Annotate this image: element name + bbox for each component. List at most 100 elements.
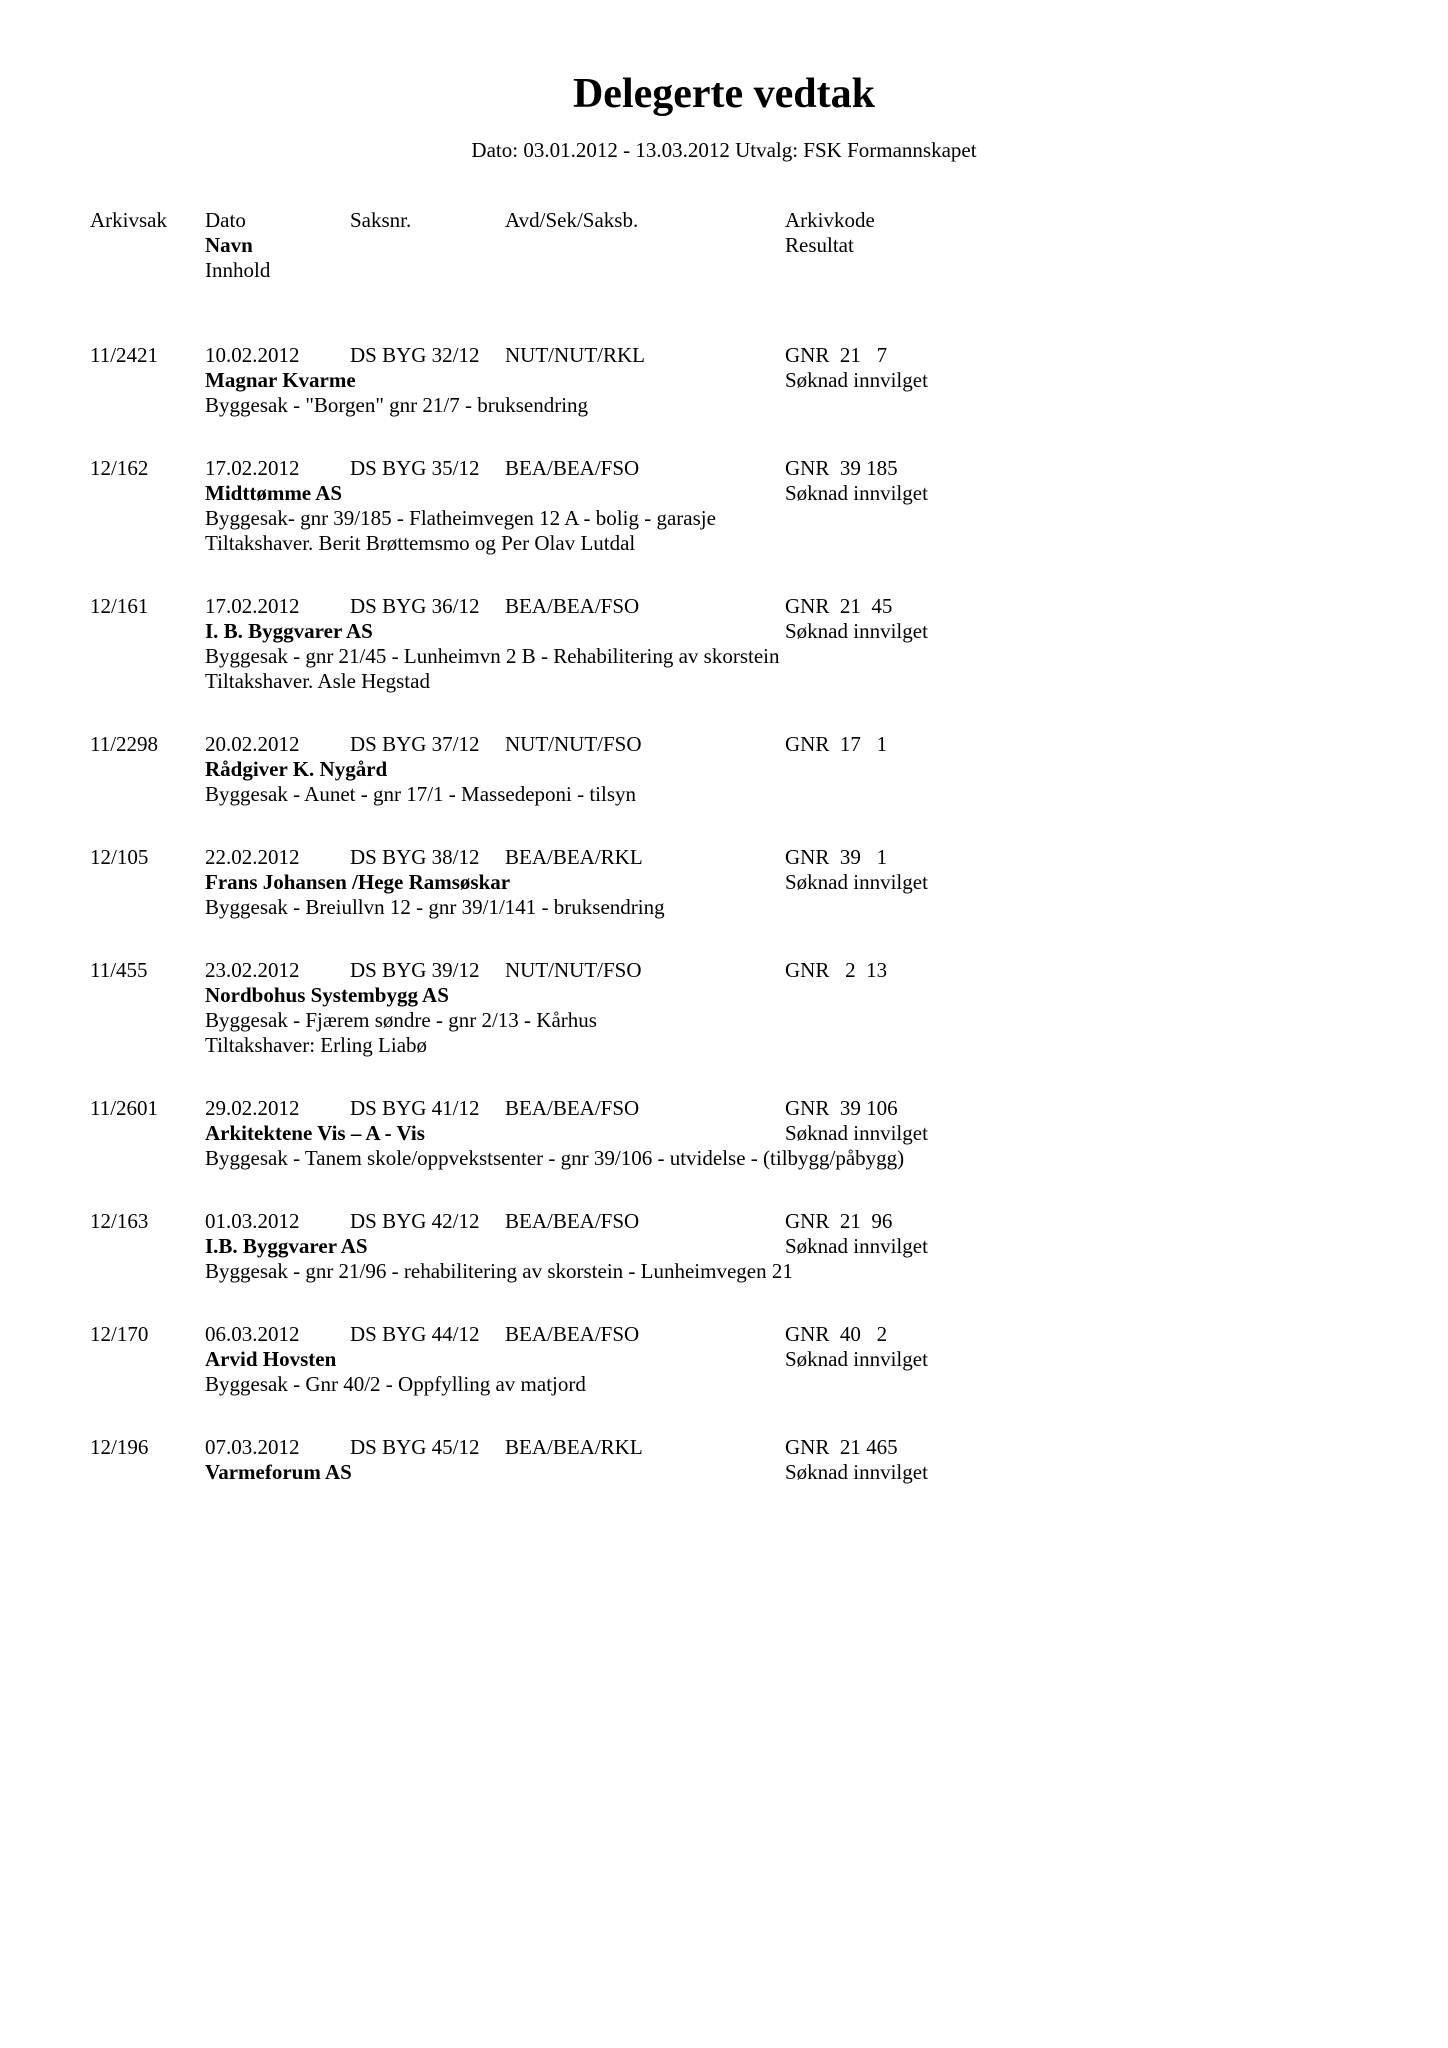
record-dato: 23.02.2012 bbox=[205, 958, 350, 983]
record-saksnr: DS BYG 37/12 bbox=[350, 732, 505, 757]
page-subtitle: Dato: 03.01.2012 - 13.03.2012 Utvalg: FS… bbox=[90, 138, 1358, 163]
record-content-line: Byggesak - Gnr 40/2 - Oppfylling av matj… bbox=[90, 1372, 1358, 1397]
record-resultat: Søknad innvilget bbox=[785, 1234, 1358, 1259]
record-content-line: Byggesak - "Borgen" gnr 21/7 - bruksendr… bbox=[90, 393, 1358, 418]
header-resultat: Resultat bbox=[785, 233, 1358, 258]
header-dato: Dato bbox=[205, 208, 350, 233]
record-resultat: Søknad innvilget bbox=[785, 481, 1358, 506]
record-avd: NUT/NUT/FSO bbox=[505, 958, 785, 983]
record-content-line: Byggesak- gnr 39/185 - Flatheimvegen 12 … bbox=[90, 506, 1358, 531]
record-saksnr: DS BYG 36/12 bbox=[350, 594, 505, 619]
record-saksnr: DS BYG 42/12 bbox=[350, 1209, 505, 1234]
record-navn: I.B. Byggvarer AS bbox=[205, 1234, 785, 1259]
record-content-line: Tiltakshaver. Asle Hegstad bbox=[90, 669, 1358, 694]
record-arkivkode: GNR 21 465 bbox=[785, 1435, 1358, 1460]
header-innhold: Innhold bbox=[205, 258, 270, 283]
record-saksnr: DS BYG 41/12 bbox=[350, 1096, 505, 1121]
record-dato: 01.03.2012 bbox=[205, 1209, 350, 1234]
record-saksnr: DS BYG 35/12 bbox=[350, 456, 505, 481]
record-avd: NUT/NUT/FSO bbox=[505, 732, 785, 757]
record-avd: BEA/BEA/RKL bbox=[505, 1435, 785, 1460]
record-dato: 17.02.2012 bbox=[205, 456, 350, 481]
record-avd: BEA/BEA/RKL bbox=[505, 845, 785, 870]
column-header-block: Arkivsak Dato Saksnr. Avd/Sek/Saksb. Ark… bbox=[90, 208, 1358, 283]
record-avd: BEA/BEA/FSO bbox=[505, 1322, 785, 1347]
record-arkivsak: 11/2298 bbox=[90, 732, 205, 757]
record: 11/242110.02.2012DS BYG 32/12NUT/NUT/RKL… bbox=[90, 343, 1358, 418]
record-navn: Rådgiver K. Nygård bbox=[205, 757, 785, 782]
record-navn: Nordbohus Systembygg AS bbox=[205, 983, 785, 1008]
record-dato: 10.02.2012 bbox=[205, 343, 350, 368]
record-avd: BEA/BEA/FSO bbox=[505, 1096, 785, 1121]
record-arkivkode: GNR 39 106 bbox=[785, 1096, 1358, 1121]
record-saksnr: DS BYG 45/12 bbox=[350, 1435, 505, 1460]
header-arkivsak: Arkivsak bbox=[90, 208, 205, 233]
record-resultat: Søknad innvilget bbox=[785, 1121, 1358, 1146]
record: 12/17006.03.2012DS BYG 44/12BEA/BEA/FSOG… bbox=[90, 1322, 1358, 1397]
record: 12/19607.03.2012DS BYG 45/12BEA/BEA/RKLG… bbox=[90, 1435, 1358, 1485]
record-navn: Arkitektene Vis – A - Vis bbox=[205, 1121, 785, 1146]
header-navn: Navn bbox=[205, 233, 785, 258]
record-saksnr: DS BYG 38/12 bbox=[350, 845, 505, 870]
record-avd: NUT/NUT/RKL bbox=[505, 343, 785, 368]
record-navn: Midttømme AS bbox=[205, 481, 785, 506]
record-arkivkode: GNR 40 2 bbox=[785, 1322, 1358, 1347]
record-content-line: Byggesak - gnr 21/45 - Lunheimvn 2 B - R… bbox=[90, 644, 1358, 669]
record-navn: Arvid Hovsten bbox=[205, 1347, 785, 1372]
record-arkivkode: GNR 21 96 bbox=[785, 1209, 1358, 1234]
record-avd: BEA/BEA/FSO bbox=[505, 456, 785, 481]
record-arkivsak: 12/105 bbox=[90, 845, 205, 870]
record-saksnr: DS BYG 32/12 bbox=[350, 343, 505, 368]
record-dato: 06.03.2012 bbox=[205, 1322, 350, 1347]
record-navn: Varmeforum AS bbox=[205, 1460, 785, 1485]
record-avd: BEA/BEA/FSO bbox=[505, 1209, 785, 1234]
record-content-line: Byggesak - gnr 21/96 - rehabilitering av… bbox=[90, 1259, 1358, 1284]
record-arkivkode: GNR 2 13 bbox=[785, 958, 1358, 983]
record-avd: BEA/BEA/FSO bbox=[505, 594, 785, 619]
record-resultat: Søknad innvilget bbox=[785, 870, 1358, 895]
record-arkivsak: 11/2601 bbox=[90, 1096, 205, 1121]
record-arkivsak: 12/162 bbox=[90, 456, 205, 481]
record-dato: 17.02.2012 bbox=[205, 594, 350, 619]
record-arkivsak: 12/161 bbox=[90, 594, 205, 619]
record-navn: I. B. Byggvarer AS bbox=[205, 619, 785, 644]
record-content-line: Byggesak - Aunet - gnr 17/1 - Massedepon… bbox=[90, 782, 1358, 807]
page-title: Delegerte vedtak bbox=[90, 70, 1358, 118]
record-content-line: Tiltakshaver: Erling Liabø bbox=[90, 1033, 1358, 1058]
record-content-line: Tiltakshaver. Berit Brøttemsmo og Per Ol… bbox=[90, 531, 1358, 556]
record-arkivsak: 12/196 bbox=[90, 1435, 205, 1460]
record-navn: Magnar Kvarme bbox=[205, 368, 785, 393]
record-content-line: Byggesak - Breiullvn 12 - gnr 39/1/141 -… bbox=[90, 895, 1358, 920]
record-arkivsak: 12/163 bbox=[90, 1209, 205, 1234]
record-arkivkode: GNR 39 185 bbox=[785, 456, 1358, 481]
record: 11/229820.02.2012DS BYG 37/12NUT/NUT/FSO… bbox=[90, 732, 1358, 807]
records-list: 11/242110.02.2012DS BYG 32/12NUT/NUT/RKL… bbox=[90, 343, 1358, 1485]
header-avd: Avd/Sek/Saksb. bbox=[505, 208, 785, 233]
record-content-line: Byggesak - Tanem skole/oppvekstsenter - … bbox=[90, 1146, 1358, 1171]
record-dato: 29.02.2012 bbox=[205, 1096, 350, 1121]
record-arkivkode: GNR 21 7 bbox=[785, 343, 1358, 368]
record-dato: 07.03.2012 bbox=[205, 1435, 350, 1460]
record-dato: 22.02.2012 bbox=[205, 845, 350, 870]
record: 12/16117.02.2012DS BYG 36/12BEA/BEA/FSOG… bbox=[90, 594, 1358, 694]
record-resultat: Søknad innvilget bbox=[785, 619, 1358, 644]
record-arkivkode: GNR 39 1 bbox=[785, 845, 1358, 870]
record-resultat: Søknad innvilget bbox=[785, 368, 1358, 393]
record-arkivsak: 11/2421 bbox=[90, 343, 205, 368]
record: 11/260129.02.2012DS BYG 41/12BEA/BEA/FSO… bbox=[90, 1096, 1358, 1171]
record-content-line: Byggesak - Fjærem søndre - gnr 2/13 - Kå… bbox=[90, 1008, 1358, 1033]
record: 11/45523.02.2012DS BYG 39/12NUT/NUT/FSOG… bbox=[90, 958, 1358, 1058]
record: 12/16301.03.2012DS BYG 42/12BEA/BEA/FSOG… bbox=[90, 1209, 1358, 1284]
record-arkivsak: 12/170 bbox=[90, 1322, 205, 1347]
record-dato: 20.02.2012 bbox=[205, 732, 350, 757]
record-saksnr: DS BYG 44/12 bbox=[350, 1322, 505, 1347]
record: 12/10522.02.2012DS BYG 38/12BEA/BEA/RKLG… bbox=[90, 845, 1358, 920]
record-resultat bbox=[785, 757, 1358, 782]
header-arkivkode: Arkivkode bbox=[785, 208, 1358, 233]
record-arkivsak: 11/455 bbox=[90, 958, 205, 983]
record-resultat: Søknad innvilget bbox=[785, 1347, 1358, 1372]
record: 12/16217.02.2012DS BYG 35/12BEA/BEA/FSOG… bbox=[90, 456, 1358, 556]
record-saksnr: DS BYG 39/12 bbox=[350, 958, 505, 983]
record-arkivkode: GNR 17 1 bbox=[785, 732, 1358, 757]
record-navn: Frans Johansen /Hege Ramsøskar bbox=[205, 870, 785, 895]
